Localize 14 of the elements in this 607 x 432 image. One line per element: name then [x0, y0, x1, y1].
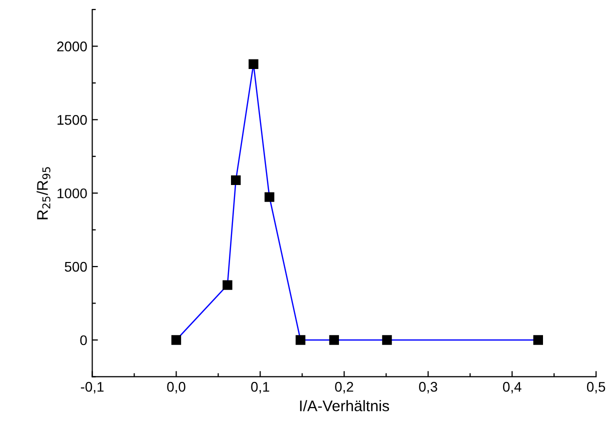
y-tick-label: 2000: [57, 42, 87, 52]
y-tick-label: 0: [80, 335, 87, 346]
x-tick-label: 0,1: [251, 382, 270, 394]
y-tick-label: 500: [64, 262, 87, 272]
x-tick-label: 0,4: [502, 382, 522, 394]
x-tick-label: 0,2: [335, 382, 354, 394]
x-tick-label: 0,3: [419, 382, 438, 394]
x-tick-label: -0,1: [80, 382, 104, 394]
x-axis-title: I/A-Verhältnis: [300, 400, 390, 412]
y-tick-label: 1500: [58, 115, 87, 125]
y-tick-label: 1000: [58, 188, 87, 198]
x-tick-label: 0,5: [586, 382, 606, 394]
x-tick-label: 0,0: [167, 382, 186, 394]
y-axis-title: R$_{25}$/R$_{95}$: [36, 167, 50, 220]
